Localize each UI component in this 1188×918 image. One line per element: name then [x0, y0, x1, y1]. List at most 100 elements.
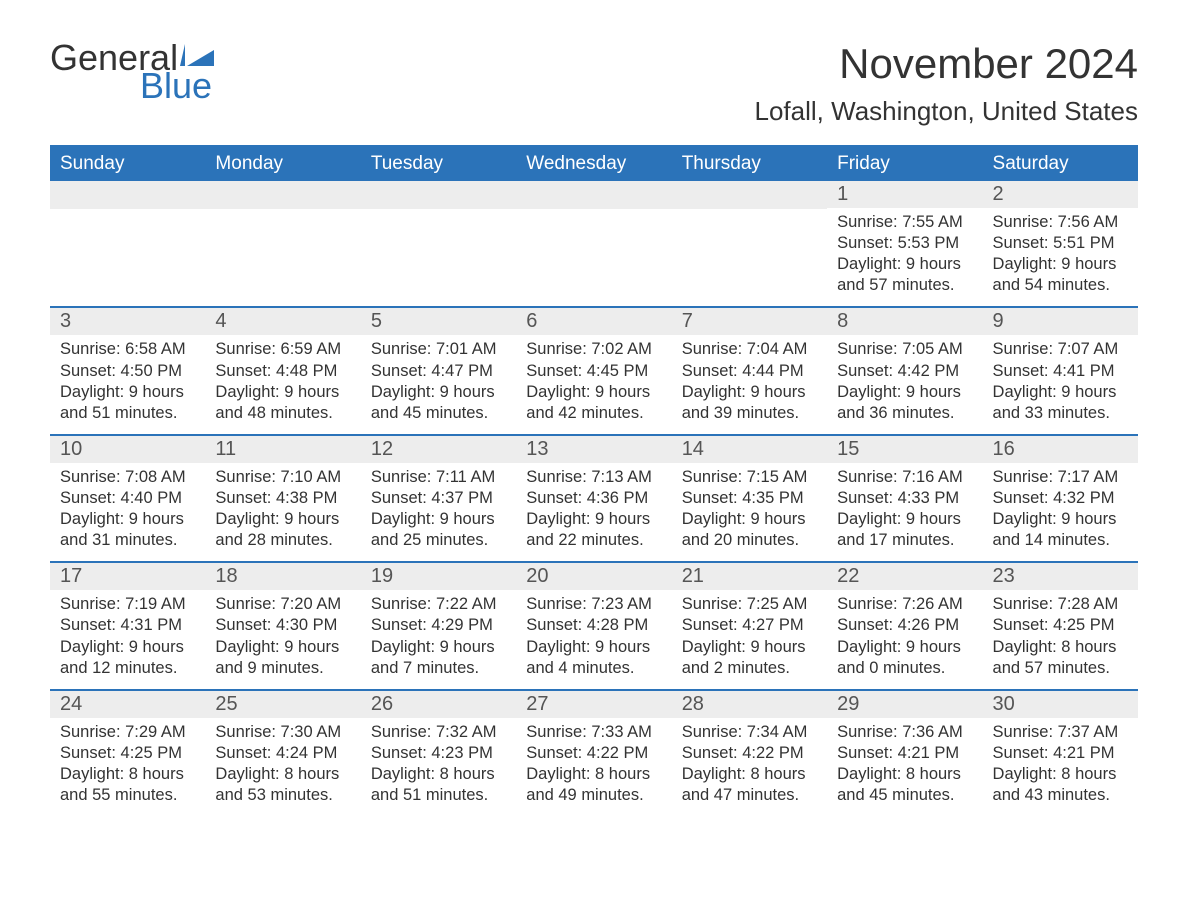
day-content	[672, 209, 827, 303]
daylight-text: Daylight: 9 hours	[60, 509, 195, 530]
day-content	[516, 209, 671, 303]
daylight-text: and 53 minutes.	[215, 785, 350, 806]
calendar-day	[672, 181, 827, 306]
daylight-text: Daylight: 9 hours	[993, 382, 1128, 403]
calendar-day: 24Sunrise: 7:29 AMSunset: 4:25 PMDayligh…	[50, 691, 205, 816]
sunrise-text: Sunrise: 7:13 AM	[526, 467, 661, 488]
calendar-day: 19Sunrise: 7:22 AMSunset: 4:29 PMDayligh…	[361, 563, 516, 688]
daylight-text: Daylight: 9 hours	[215, 509, 350, 530]
calendar-day: 10Sunrise: 7:08 AMSunset: 4:40 PMDayligh…	[50, 436, 205, 561]
weekday-header-row: SundayMondayTuesdayWednesdayThursdayFrid…	[50, 147, 1138, 181]
daylight-text: Daylight: 9 hours	[371, 382, 506, 403]
daylight-text: and 28 minutes.	[215, 530, 350, 551]
sunrise-text: Sunrise: 7:28 AM	[993, 594, 1128, 615]
day-number: 11	[205, 436, 360, 463]
day-content	[50, 209, 205, 303]
day-number: 13	[516, 436, 671, 463]
sunrise-text: Sunrise: 7:23 AM	[526, 594, 661, 615]
day-content: Sunrise: 7:17 AMSunset: 4:32 PMDaylight:…	[983, 463, 1138, 561]
day-number: 27	[516, 691, 671, 718]
daylight-text: and 51 minutes.	[60, 403, 195, 424]
day-number: 4	[205, 308, 360, 335]
sunrise-text: Sunrise: 7:20 AM	[215, 594, 350, 615]
daylight-text: Daylight: 9 hours	[682, 509, 817, 530]
calendar-day: 8Sunrise: 7:05 AMSunset: 4:42 PMDaylight…	[827, 308, 982, 433]
day-number: 12	[361, 436, 516, 463]
day-content: Sunrise: 7:23 AMSunset: 4:28 PMDaylight:…	[516, 590, 671, 688]
calendar-week: 10Sunrise: 7:08 AMSunset: 4:40 PMDayligh…	[50, 434, 1138, 561]
day-number: 15	[827, 436, 982, 463]
day-number: 14	[672, 436, 827, 463]
weekday-header: Saturday	[983, 147, 1138, 181]
logo-word2: Blue	[140, 68, 214, 104]
daylight-text: Daylight: 9 hours	[682, 637, 817, 658]
day-content: Sunrise: 7:04 AMSunset: 4:44 PMDaylight:…	[672, 335, 827, 433]
daylight-text: Daylight: 9 hours	[526, 509, 661, 530]
daylight-text: Daylight: 8 hours	[682, 764, 817, 785]
sunset-text: Sunset: 4:47 PM	[371, 361, 506, 382]
daylight-text: Daylight: 8 hours	[993, 637, 1128, 658]
sunrise-text: Sunrise: 7:02 AM	[526, 339, 661, 360]
day-number: 29	[827, 691, 982, 718]
day-content: Sunrise: 7:20 AMSunset: 4:30 PMDaylight:…	[205, 590, 360, 688]
day-content	[361, 209, 516, 303]
calendar-day: 14Sunrise: 7:15 AMSunset: 4:35 PMDayligh…	[672, 436, 827, 561]
sunset-text: Sunset: 4:40 PM	[60, 488, 195, 509]
calendar-day: 12Sunrise: 7:11 AMSunset: 4:37 PMDayligh…	[361, 436, 516, 561]
day-number: 7	[672, 308, 827, 335]
daylight-text: Daylight: 8 hours	[526, 764, 661, 785]
sunrise-text: Sunrise: 7:37 AM	[993, 722, 1128, 743]
daylight-text: Daylight: 9 hours	[371, 509, 506, 530]
day-content: Sunrise: 7:15 AMSunset: 4:35 PMDaylight:…	[672, 463, 827, 561]
daylight-text: Daylight: 9 hours	[837, 382, 972, 403]
sunrise-text: Sunrise: 7:26 AM	[837, 594, 972, 615]
daylight-text: Daylight: 9 hours	[371, 637, 506, 658]
daylight-text: and 48 minutes.	[215, 403, 350, 424]
day-content: Sunrise: 7:08 AMSunset: 4:40 PMDaylight:…	[50, 463, 205, 561]
sunset-text: Sunset: 4:35 PM	[682, 488, 817, 509]
daylight-text: Daylight: 8 hours	[993, 764, 1128, 785]
weekday-header: Thursday	[672, 147, 827, 181]
sunset-text: Sunset: 4:42 PM	[837, 361, 972, 382]
logo: General Blue	[50, 40, 214, 104]
calendar-day: 29Sunrise: 7:36 AMSunset: 4:21 PMDayligh…	[827, 691, 982, 816]
sunset-text: Sunset: 4:25 PM	[60, 743, 195, 764]
sunrise-text: Sunrise: 7:34 AM	[682, 722, 817, 743]
daylight-text: and 25 minutes.	[371, 530, 506, 551]
daylight-text: and 49 minutes.	[526, 785, 661, 806]
calendar-day: 15Sunrise: 7:16 AMSunset: 4:33 PMDayligh…	[827, 436, 982, 561]
calendar-day: 26Sunrise: 7:32 AMSunset: 4:23 PMDayligh…	[361, 691, 516, 816]
daylight-text: and 9 minutes.	[215, 658, 350, 679]
daylight-text: and 14 minutes.	[993, 530, 1128, 551]
sunset-text: Sunset: 4:23 PM	[371, 743, 506, 764]
day-content: Sunrise: 7:02 AMSunset: 4:45 PMDaylight:…	[516, 335, 671, 433]
sunset-text: Sunset: 4:24 PM	[215, 743, 350, 764]
daylight-text: and 55 minutes.	[60, 785, 195, 806]
day-content: Sunrise: 7:36 AMSunset: 4:21 PMDaylight:…	[827, 718, 982, 816]
daylight-text: and 42 minutes.	[526, 403, 661, 424]
day-number	[516, 181, 671, 209]
day-number: 5	[361, 308, 516, 335]
day-content: Sunrise: 7:05 AMSunset: 4:42 PMDaylight:…	[827, 335, 982, 433]
day-content: Sunrise: 7:22 AMSunset: 4:29 PMDaylight:…	[361, 590, 516, 688]
day-number	[205, 181, 360, 209]
day-number: 26	[361, 691, 516, 718]
day-number: 23	[983, 563, 1138, 590]
calendar-day: 5Sunrise: 7:01 AMSunset: 4:47 PMDaylight…	[361, 308, 516, 433]
sunset-text: Sunset: 4:31 PM	[60, 615, 195, 636]
calendar-week: 24Sunrise: 7:29 AMSunset: 4:25 PMDayligh…	[50, 689, 1138, 816]
day-number: 10	[50, 436, 205, 463]
day-number: 3	[50, 308, 205, 335]
calendar-week: 1Sunrise: 7:55 AMSunset: 5:53 PMDaylight…	[50, 181, 1138, 306]
sunset-text: Sunset: 4:21 PM	[837, 743, 972, 764]
daylight-text: and 17 minutes.	[837, 530, 972, 551]
day-number: 28	[672, 691, 827, 718]
sunrise-text: Sunrise: 7:36 AM	[837, 722, 972, 743]
daylight-text: Daylight: 9 hours	[526, 637, 661, 658]
day-content: Sunrise: 7:25 AMSunset: 4:27 PMDaylight:…	[672, 590, 827, 688]
sunrise-text: Sunrise: 7:07 AM	[993, 339, 1128, 360]
day-content: Sunrise: 7:55 AMSunset: 5:53 PMDaylight:…	[827, 208, 982, 306]
location-text: Lofall, Washington, United States	[755, 96, 1138, 127]
sunrise-text: Sunrise: 7:10 AM	[215, 467, 350, 488]
calendar: SundayMondayTuesdayWednesdayThursdayFrid…	[50, 145, 1138, 816]
